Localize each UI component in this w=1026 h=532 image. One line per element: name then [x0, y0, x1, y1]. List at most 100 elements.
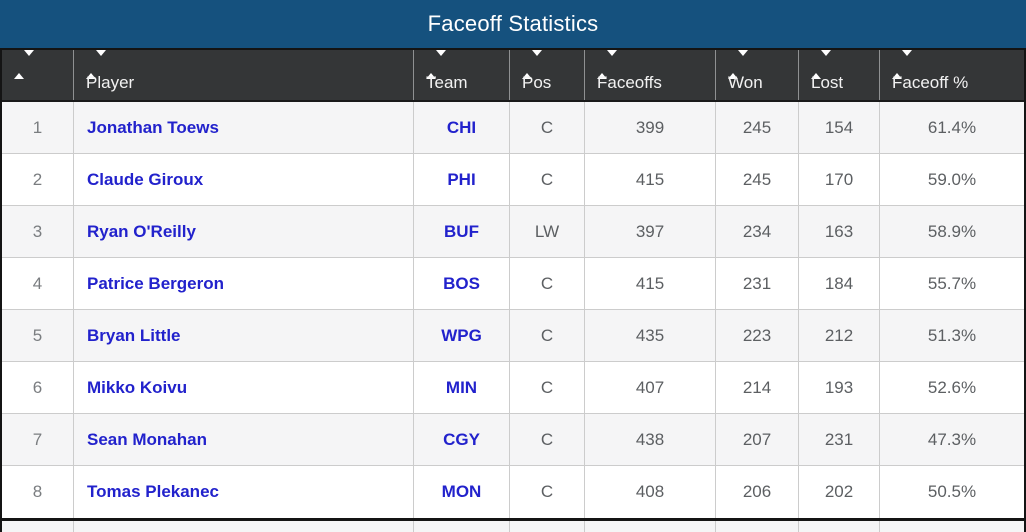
- table-row[interactable]: 7 Sean Monahan CGY C 438 207 231 47.3%: [2, 414, 1024, 466]
- rank-cell: 3: [2, 206, 74, 257]
- header-team[interactable]: Team: [414, 50, 510, 100]
- rank-cell: 8: [2, 466, 74, 518]
- team-link[interactable]: BUF: [444, 221, 479, 241]
- team-cell: CGY: [414, 414, 510, 465]
- faceoffs-cell: 408: [585, 466, 716, 518]
- team-link[interactable]: BOS: [443, 273, 480, 293]
- player-cell: Bryan Little: [74, 310, 414, 361]
- rank-cell: 1: [2, 102, 74, 153]
- pos-cell: C: [510, 102, 585, 153]
- faceoff-pct-cell: 61.4%: [927, 117, 977, 137]
- table-row[interactable]: 2 Claude Giroux PHI C 415 245 170 59.0%: [2, 154, 1024, 206]
- table-row[interactable]: 8 Tomas Plekanec MON C 408 206 202 50.5%: [2, 466, 1024, 518]
- won-cell: 231: [716, 258, 799, 309]
- partial-next-row: [2, 521, 1024, 532]
- table-body: 1 Jonathan Toews CHI C 399 245 154 61.4%…: [2, 102, 1024, 518]
- team-link[interactable]: PHI: [447, 169, 476, 189]
- table-header-row: Player Team Pos Faceoffs Won Lost: [2, 50, 1024, 102]
- rank-cell: 5: [2, 310, 74, 361]
- faceoffs-cell: 397: [585, 206, 716, 257]
- lost-cell: 154: [799, 102, 880, 153]
- lost-cell: 184: [799, 258, 880, 309]
- team-cell: PHI: [414, 154, 510, 205]
- lost-cell: 212: [799, 310, 880, 361]
- sort-icon: [728, 50, 748, 79]
- pos-cell: C: [510, 154, 585, 205]
- sort-icon: [426, 50, 446, 79]
- header-faceoffs[interactable]: Faceoffs: [585, 50, 716, 100]
- player-link[interactable]: Mikko Koivu: [87, 377, 188, 397]
- header-lost[interactable]: Lost: [799, 50, 880, 100]
- pos-cell: LW: [510, 206, 585, 257]
- player-cell: Jonathan Toews: [74, 102, 414, 153]
- team-cell: BUF: [414, 206, 510, 257]
- pos-cell: C: [510, 414, 585, 465]
- player-link[interactable]: Patrice Bergeron: [87, 273, 224, 293]
- rank-cell: 6: [2, 362, 74, 413]
- header-player[interactable]: Player: [74, 50, 414, 100]
- player-link[interactable]: Ryan O'Reilly: [87, 221, 196, 241]
- lost-cell: 170: [799, 154, 880, 205]
- faceoffs-cell: 407: [585, 362, 716, 413]
- team-link[interactable]: WPG: [441, 325, 482, 345]
- table-row[interactable]: 6 Mikko Koivu MIN C 407 214 193 52.6%: [2, 362, 1024, 414]
- rank-cell: 4: [2, 258, 74, 309]
- team-link[interactable]: CGY: [443, 429, 480, 449]
- faceoffs-cell: 415: [585, 154, 716, 205]
- rank-cell: 2: [2, 154, 74, 205]
- faceoff-pct-cell: 51.3%: [927, 325, 977, 345]
- table-row[interactable]: 4 Patrice Bergeron BOS C 415 231 184 55.…: [2, 258, 1024, 310]
- pos-cell: C: [510, 258, 585, 309]
- sort-icon: [522, 50, 542, 79]
- title-divider: [0, 48, 1026, 50]
- faceoff-pct-cell: 58.9%: [927, 221, 977, 241]
- team-link[interactable]: MIN: [445, 377, 478, 397]
- table-row[interactable]: 1 Jonathan Toews CHI C 399 245 154 61.4%: [2, 102, 1024, 154]
- faceoff-pct-cell: 55.7%: [927, 273, 977, 293]
- sort-icon: [86, 50, 106, 79]
- pos-cell: C: [510, 362, 585, 413]
- team-cell: BOS: [414, 258, 510, 309]
- won-cell: 207: [716, 414, 799, 465]
- player-cell: Ryan O'Reilly: [74, 206, 414, 257]
- table-row[interactable]: 3 Ryan O'Reilly BUF LW 397 234 163 58.9%: [2, 206, 1024, 258]
- team-cell: MIN: [414, 362, 510, 413]
- won-cell: 245: [716, 154, 799, 205]
- header-faceoff-pct[interactable]: Faceoff %: [880, 50, 1024, 100]
- player-link[interactable]: Bryan Little: [87, 325, 181, 345]
- page-title: Faceoff Statistics: [427, 11, 599, 36]
- faceoffs-cell: 435: [585, 310, 716, 361]
- lost-cell: 193: [799, 362, 880, 413]
- pos-cell: C: [510, 466, 585, 518]
- lost-cell: 163: [799, 206, 880, 257]
- won-cell: 245: [716, 102, 799, 153]
- won-cell: 223: [716, 310, 799, 361]
- sort-icon: [14, 50, 34, 79]
- header-rank[interactable]: [2, 50, 74, 100]
- header-pos[interactable]: Pos: [510, 50, 585, 100]
- player-cell: Tomas Plekanec: [74, 466, 414, 518]
- team-link[interactable]: CHI: [446, 117, 477, 137]
- won-cell: 234: [716, 206, 799, 257]
- player-link[interactable]: Jonathan Toews: [87, 117, 219, 137]
- player-cell: Mikko Koivu: [74, 362, 414, 413]
- faceoff-pct-cell: 47.3%: [927, 429, 977, 449]
- header-won[interactable]: Won: [716, 50, 799, 100]
- sort-icon: [597, 50, 617, 79]
- title-bar: Faceoff Statistics: [0, 0, 1026, 48]
- table-row[interactable]: 5 Bryan Little WPG C 435 223 212 51.3%: [2, 310, 1024, 362]
- team-cell: CHI: [414, 102, 510, 153]
- team-link[interactable]: MON: [441, 482, 482, 501]
- player-cell: Sean Monahan: [74, 414, 414, 465]
- faceoff-pct-cell: 59.0%: [927, 169, 977, 189]
- sort-icon: [811, 50, 831, 79]
- pos-cell: C: [510, 310, 585, 361]
- player-link[interactable]: Tomas Plekanec: [87, 482, 219, 501]
- sort-icon: [892, 50, 912, 79]
- player-link[interactable]: Claude Giroux: [87, 169, 204, 189]
- team-cell: WPG: [414, 310, 510, 361]
- faceoffs-cell: 438: [585, 414, 716, 465]
- player-link[interactable]: Sean Monahan: [87, 429, 207, 449]
- rank-cell: 7: [2, 414, 74, 465]
